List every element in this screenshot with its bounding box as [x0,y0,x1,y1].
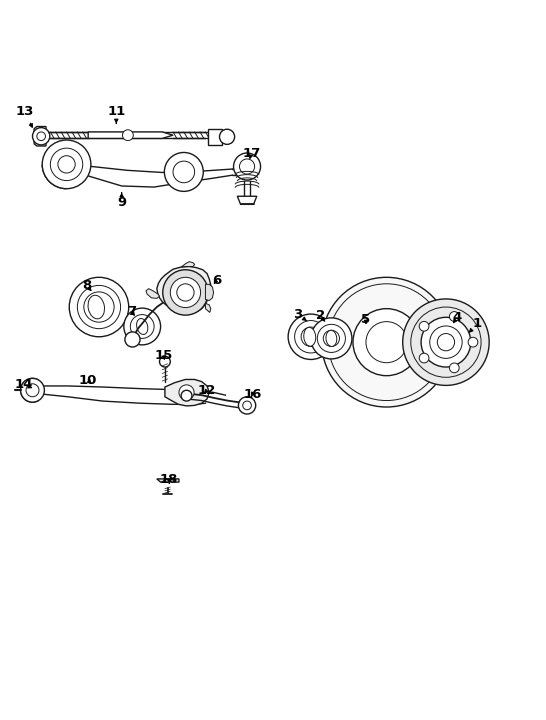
Circle shape [219,129,235,145]
Circle shape [311,318,352,359]
Text: 8: 8 [82,279,91,292]
Circle shape [353,309,420,376]
Circle shape [449,312,459,321]
Text: 3: 3 [293,307,307,321]
Polygon shape [208,129,222,145]
Text: 11: 11 [107,105,126,123]
Polygon shape [238,197,257,204]
Text: 9: 9 [117,193,126,209]
Circle shape [78,285,121,328]
Ellipse shape [304,328,316,346]
Circle shape [234,153,260,180]
Text: 13: 13 [15,105,34,127]
Polygon shape [34,127,46,146]
Circle shape [177,284,194,301]
Circle shape [419,321,429,331]
Circle shape [50,148,83,181]
Text: 10: 10 [79,374,97,387]
Text: 4: 4 [452,311,461,324]
Text: 7: 7 [127,305,136,318]
Circle shape [58,156,75,173]
Text: 14: 14 [14,378,33,391]
Circle shape [421,318,471,367]
Circle shape [328,284,445,400]
Circle shape [122,130,133,140]
Ellipse shape [136,318,148,335]
Circle shape [37,132,45,140]
Text: 16: 16 [244,387,262,400]
Circle shape [69,277,129,337]
Circle shape [430,326,462,359]
Circle shape [26,384,39,397]
Circle shape [288,314,334,359]
Circle shape [437,333,455,351]
Text: 2: 2 [316,309,325,322]
Circle shape [179,385,194,400]
Circle shape [366,322,407,363]
Polygon shape [146,289,159,298]
Text: 18: 18 [160,474,179,487]
Circle shape [164,153,203,192]
Ellipse shape [88,295,104,319]
Circle shape [323,330,340,346]
Text: 17: 17 [242,147,260,160]
Circle shape [21,379,44,402]
Text: 1: 1 [470,318,482,332]
Ellipse shape [326,330,337,346]
Polygon shape [205,303,211,312]
Circle shape [295,320,327,353]
Polygon shape [157,479,179,482]
Circle shape [170,277,200,307]
Circle shape [124,308,161,345]
Polygon shape [181,261,194,267]
Circle shape [322,277,452,407]
Circle shape [130,315,154,338]
Circle shape [317,324,346,352]
Circle shape [125,332,140,347]
Circle shape [243,401,251,410]
Circle shape [403,299,489,385]
Text: 15: 15 [155,349,173,362]
Circle shape [419,354,429,363]
Circle shape [33,127,50,145]
Polygon shape [157,266,211,313]
Circle shape [42,140,91,189]
Circle shape [239,397,256,414]
Polygon shape [88,132,173,138]
Circle shape [181,390,192,401]
Text: 12: 12 [198,384,216,397]
Circle shape [411,307,481,377]
Circle shape [301,327,321,346]
Circle shape [240,159,254,174]
Circle shape [173,161,194,183]
Circle shape [449,363,459,373]
Circle shape [468,337,478,347]
Polygon shape [165,379,209,406]
Text: 5: 5 [361,313,371,326]
Circle shape [84,292,114,322]
Circle shape [163,270,208,315]
Polygon shape [205,284,213,300]
Text: 6: 6 [212,274,221,287]
Circle shape [159,356,170,367]
